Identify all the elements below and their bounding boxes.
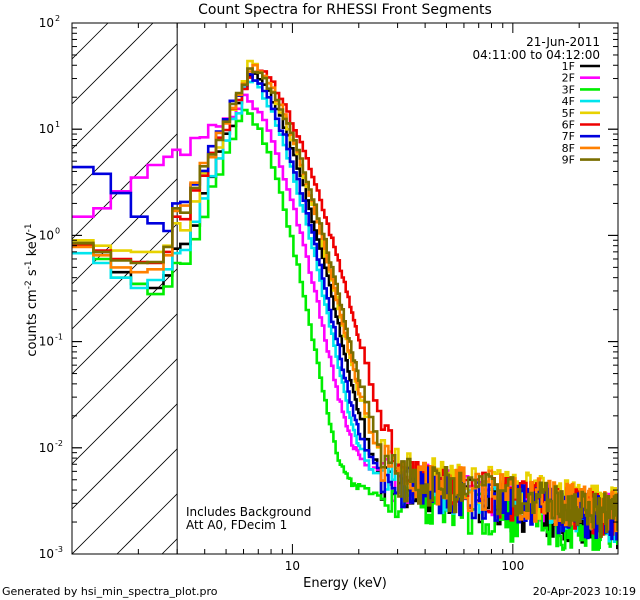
y-tick-label: 10 [39,16,54,30]
hatch-line [161,538,178,554]
y-tick-exponent: -1 [55,333,63,342]
legend-label-6f: 6F [562,119,575,132]
hatched-background-region [72,23,178,554]
hatch-line [72,268,178,375]
annotation-background: Includes Background [186,505,311,519]
annotation-attenuator: Att A0, FDecim 1 [186,518,287,532]
hatch-line [72,88,178,195]
hatch-line [72,23,109,60]
series-line-9f [72,67,618,539]
y-tick-exponent: -3 [55,545,63,554]
legend-label-8f: 8F [562,142,575,155]
hatch-line [72,23,154,105]
hatch-line [72,43,178,150]
footer-generated-by: Generated by hsi_min_spectra_plot.pro [2,585,218,598]
legend-label-5f: 5F [562,107,575,120]
legend-label-4f: 4F [562,95,575,108]
x-tick-label: 10 [285,559,300,573]
y-tick-label: 10 [39,122,54,136]
series-line-8f [72,63,618,533]
y-tick-exponent: -2 [55,439,63,448]
legend-label-2f: 2F [562,72,575,85]
y-tick-label: 10 [39,441,54,455]
hatch-line [72,358,178,465]
x-tick-label: 100 [501,559,524,573]
plot-frame [71,22,619,555]
y-tick-label: 10 [39,547,54,561]
y-axis-label: counts cm-2 s-1 keV-1 [24,223,40,356]
y-tick-exponent: 2 [55,14,60,23]
chart-title: Count Spectra for RHESSI Front Segments [198,2,492,18]
x-axis-label: Energy (keV) [303,576,387,591]
legend-label-7f: 7F [562,130,575,143]
y-tick-label: 10 [39,228,54,242]
legend-label-9f: 9F [562,154,575,167]
y-tick-label: 10 [39,335,54,349]
hatch-line [72,133,178,240]
date-label: 21-Jun-2011 [526,35,600,49]
legend-label-1f: 1F [562,60,575,73]
legend-label-3f: 3F [562,83,575,96]
hatch-line [72,448,178,554]
hatch-line [72,178,178,285]
time-range-label: 04:11:00 to 04:12:00 [473,48,600,62]
series-lines [72,59,618,551]
y-tick-exponent: 1 [55,120,60,129]
footer-timestamp: 20-Apr-2023 10:19 [533,585,636,598]
y-tick-exponent: 0 [55,226,60,235]
hatch-line [72,313,178,420]
hatch-line [72,403,178,510]
hatch-line [116,493,178,554]
